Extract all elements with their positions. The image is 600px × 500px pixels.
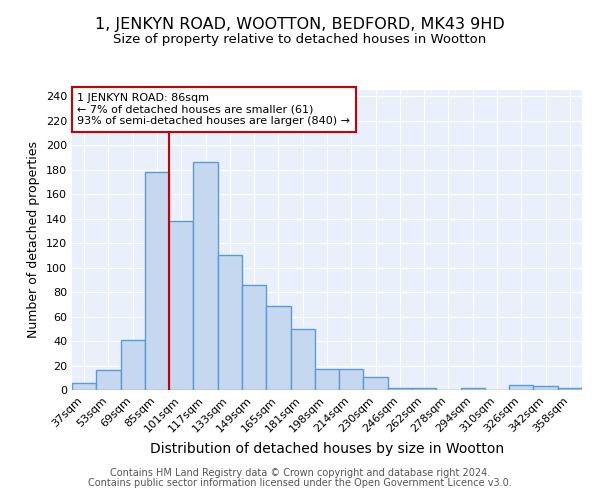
Bar xyxy=(169,221,193,390)
Bar xyxy=(266,306,290,390)
Bar xyxy=(509,385,533,390)
Bar xyxy=(461,388,485,390)
Bar xyxy=(96,370,121,390)
Bar xyxy=(193,162,218,390)
Bar xyxy=(558,388,582,390)
Bar xyxy=(145,172,169,390)
X-axis label: Distribution of detached houses by size in Wootton: Distribution of detached houses by size … xyxy=(150,442,504,456)
Text: 1 JENKYN ROAD: 86sqm
← 7% of detached houses are smaller (61)
93% of semi-detach: 1 JENKYN ROAD: 86sqm ← 7% of detached ho… xyxy=(77,93,350,126)
Text: 1, JENKYN ROAD, WOOTTON, BEDFORD, MK43 9HD: 1, JENKYN ROAD, WOOTTON, BEDFORD, MK43 9… xyxy=(95,18,505,32)
Bar xyxy=(121,340,145,390)
Bar xyxy=(364,376,388,390)
Bar xyxy=(72,382,96,390)
Bar xyxy=(290,329,315,390)
Bar xyxy=(412,388,436,390)
Text: Size of property relative to detached houses in Wootton: Size of property relative to detached ho… xyxy=(113,32,487,46)
Bar xyxy=(242,284,266,390)
Bar xyxy=(218,256,242,390)
Bar xyxy=(339,369,364,390)
Bar xyxy=(388,388,412,390)
Text: Contains public sector information licensed under the Open Government Licence v3: Contains public sector information licen… xyxy=(88,478,512,488)
Text: Contains HM Land Registry data © Crown copyright and database right 2024.: Contains HM Land Registry data © Crown c… xyxy=(110,468,490,477)
Y-axis label: Number of detached properties: Number of detached properties xyxy=(28,142,40,338)
Bar xyxy=(533,386,558,390)
Bar xyxy=(315,369,339,390)
